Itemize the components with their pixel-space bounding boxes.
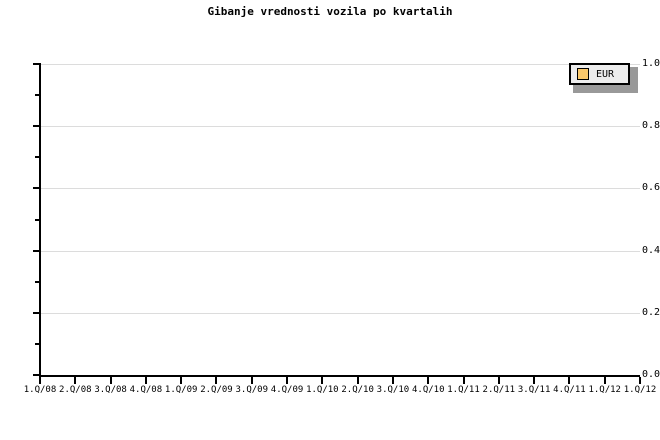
- x-axis-tick: [180, 377, 183, 384]
- x-axis-tick: [497, 377, 500, 384]
- legend-swatch-eur-icon: [577, 68, 589, 80]
- x-axis-tick: [39, 377, 41, 384]
- x-axis-tick: [568, 377, 571, 384]
- x-axis-tick: [533, 377, 536, 384]
- x-axis-label: 1.Q/08: [23, 385, 57, 395]
- plot-area: [40, 64, 640, 375]
- x-axis-label: 3.Q/08: [94, 385, 127, 395]
- gridline: [40, 312, 640, 314]
- x-axis-label: 2.Q/09: [200, 385, 233, 395]
- x-axis-tick: [321, 377, 324, 384]
- y-axis-minor-tick: [35, 280, 40, 283]
- y-axis-tick: [33, 187, 40, 190]
- x-axis-label: 4.Q/08: [129, 385, 163, 395]
- y-axis-tick: [33, 125, 40, 128]
- y-axis-minor-tick: [35, 94, 40, 97]
- x-axis-tick: [639, 377, 641, 384]
- y-axis-minor-tick: [35, 218, 40, 221]
- x-axis-label: 1.Q/11: [447, 385, 480, 395]
- y-axis-line: [39, 63, 41, 376]
- x-axis-tick: [603, 377, 606, 384]
- x-axis-tick: [356, 377, 359, 384]
- x-axis-label: 1.Q/09: [164, 385, 198, 395]
- x-axis-label: 2.Q/10: [341, 385, 374, 395]
- x-axis-line: [39, 375, 640, 377]
- y-axis-tick: [33, 374, 40, 376]
- y-axis-label: 0.6: [641, 182, 660, 194]
- x-axis-label: 1.Q/12: [588, 385, 621, 395]
- y-axis-label: 0.8: [641, 120, 660, 132]
- x-axis-label: 3.Q/10: [376, 385, 410, 395]
- x-axis-tick: [109, 377, 112, 384]
- gridline: [40, 250, 640, 252]
- x-axis-label: 4.Q/10: [411, 385, 445, 395]
- chart-legend[interactable]: EUR: [569, 63, 630, 85]
- y-axis-tick: [33, 63, 40, 65]
- x-axis-label: 2.Q/08: [59, 385, 92, 395]
- y-axis-minor-tick: [35, 342, 40, 345]
- legend-label-eur: EUR: [596, 68, 615, 80]
- y-axis-label: 0.0: [641, 369, 660, 380]
- x-axis-tick: [286, 377, 289, 384]
- gridline: [40, 126, 640, 128]
- x-axis-tick: [250, 377, 253, 384]
- y-axis-tick: [33, 311, 40, 314]
- y-axis-label: 0.2: [641, 306, 660, 318]
- x-axis-label: 3.Q/11: [517, 385, 551, 395]
- x-axis-label: 1.Q/10: [306, 385, 339, 395]
- x-axis-label: 2.Q/11: [482, 385, 516, 395]
- y-axis-label: 1.0: [641, 58, 660, 69]
- x-axis-label: 1.Q/12: [623, 385, 657, 395]
- chart-title: Gibanje vrednosti vozila po kvartalih: [207, 5, 453, 18]
- y-axis-label: 0.4: [641, 244, 660, 256]
- gridline: [40, 188, 640, 190]
- x-axis-tick: [462, 377, 465, 384]
- y-axis-minor-tick: [35, 156, 40, 159]
- gridline: [40, 64, 640, 65]
- x-axis-tick: [74, 377, 77, 384]
- x-axis-tick: [215, 377, 218, 384]
- x-axis-tick: [144, 377, 147, 384]
- x-axis-label: 4.Q/09: [270, 385, 304, 395]
- y-axis-tick: [33, 249, 40, 252]
- x-axis-label: 3.Q/09: [235, 385, 269, 395]
- x-axis-tick: [391, 377, 394, 384]
- x-axis-label: 4.Q/11: [553, 385, 586, 395]
- x-axis-tick: [427, 377, 430, 384]
